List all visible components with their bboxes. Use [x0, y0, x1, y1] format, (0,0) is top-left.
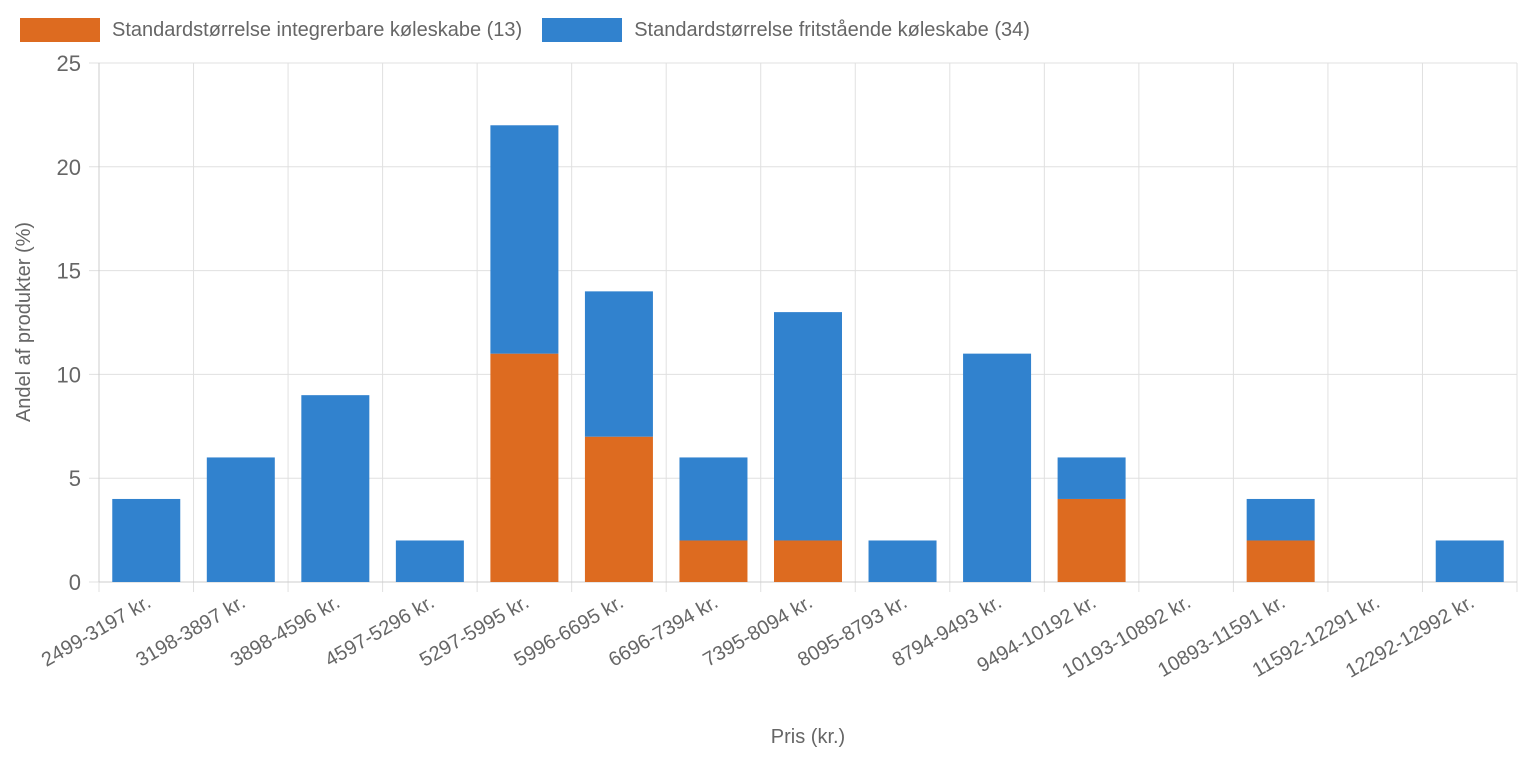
- bar-integrerbare: [1246, 540, 1315, 582]
- bar-fritstaende: [868, 540, 937, 582]
- bar-fritstaende: [112, 498, 181, 582]
- bar-integrerbare: [774, 540, 842, 582]
- bar-fritstaende: [1246, 498, 1315, 541]
- legend-item-integrerbare[interactable]: Standardstørrelse integrerbare køleskabe…: [20, 18, 522, 42]
- y-axis-label: Andel af produkter (%): [13, 222, 35, 422]
- bar-fritstaende: [963, 353, 1032, 582]
- legend-label: Standardstørrelse fritstående køleskabe …: [634, 18, 1030, 41]
- bar-integrerbare: [584, 436, 653, 582]
- legend: Standardstørrelse integrerbare køleskabe…: [20, 18, 1030, 42]
- y-tick-label: 15: [57, 259, 81, 284]
- bar-fritstaende: [584, 291, 653, 437]
- bar-integrerbare: [490, 353, 559, 582]
- legend-swatch: [542, 18, 623, 42]
- bar-fritstaende: [206, 457, 275, 582]
- y-tick-label: 5: [69, 466, 81, 491]
- bar-fritstaende: [774, 312, 842, 541]
- legend-label: Standardstørrelse integrerbare køleskabe…: [112, 18, 523, 41]
- bar-fritstaende: [490, 125, 559, 354]
- y-tick-label: 20: [57, 155, 81, 180]
- bar-integrerbare: [679, 540, 748, 582]
- bar-fritstaende: [301, 395, 370, 582]
- bar-fritstaende: [679, 457, 748, 541]
- bar-fritstaende: [395, 540, 464, 582]
- legend-swatch: [20, 18, 100, 42]
- y-tick-label: 10: [57, 362, 81, 387]
- x-axis-label: Pris (kr.): [771, 726, 845, 748]
- legend-item-fritstaende[interactable]: Standardstørrelse fritstående køleskabe …: [542, 18, 1030, 42]
- y-tick-label: 0: [69, 570, 81, 595]
- y-tick-label: 25: [57, 51, 81, 76]
- bar-fritstaende: [1435, 540, 1504, 582]
- bar-fritstaende: [1057, 457, 1126, 499]
- bar-integrerbare: [1057, 498, 1126, 582]
